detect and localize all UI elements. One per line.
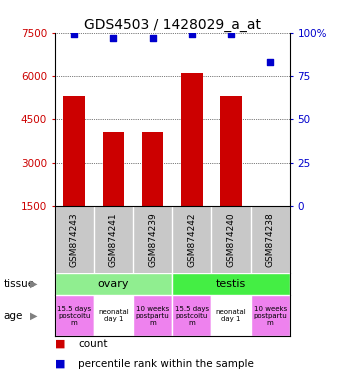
Bar [172,295,211,336]
Text: testis: testis [216,279,246,289]
Text: GSM874241: GSM874241 [109,212,118,267]
Text: 10 weeks
postpartu
m: 10 weeks postpartu m [136,306,169,326]
Text: 15.5 days
postcoitu
m: 15.5 days postcoitu m [57,306,91,326]
Point [110,35,116,41]
Text: GSM874243: GSM874243 [70,212,79,267]
Text: 10 weeks
postpartu
m: 10 weeks postpartu m [253,306,287,326]
Point [71,31,77,38]
Text: GSM874240: GSM874240 [226,212,236,267]
Text: ▶: ▶ [30,311,38,321]
Bar [94,295,133,336]
Point [189,31,194,38]
Bar [103,132,124,206]
Title: GDS4503 / 1428029_a_at: GDS4503 / 1428029_a_at [84,18,261,31]
Text: ■: ■ [55,359,65,369]
Text: GSM874238: GSM874238 [266,212,275,267]
Text: age: age [3,311,23,321]
Text: 15.5 days
postcoitu
m: 15.5 days postcoitu m [175,306,209,326]
Text: ■: ■ [55,339,65,349]
Bar [251,295,290,336]
Text: GSM874242: GSM874242 [187,212,196,267]
Text: ovary: ovary [98,279,129,289]
Text: neonatal
day 1: neonatal day 1 [216,309,247,322]
Bar [220,96,242,206]
Bar [133,295,172,336]
Point [150,35,155,41]
Text: ▶: ▶ [30,279,38,289]
Point [267,59,273,65]
Bar [55,295,94,336]
Bar [181,73,203,206]
Text: count: count [78,339,108,349]
Text: percentile rank within the sample: percentile rank within the sample [78,359,254,369]
Text: neonatal
day 1: neonatal day 1 [98,309,129,322]
Bar [55,273,172,295]
Bar [63,96,85,206]
Bar [142,132,163,206]
Bar [211,295,251,336]
Bar [172,273,290,295]
Text: tissue: tissue [3,279,34,289]
Text: GSM874239: GSM874239 [148,212,157,267]
Point [228,31,234,38]
